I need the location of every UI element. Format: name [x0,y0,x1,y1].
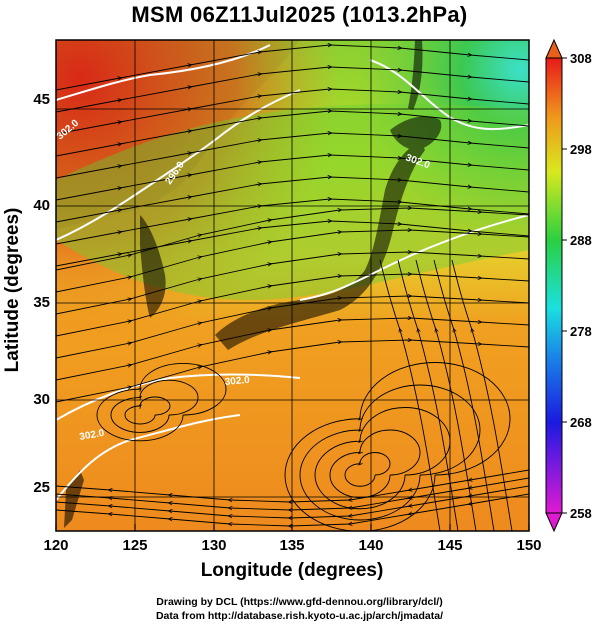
colorbar-scale [545,57,563,514]
map-title: MSM 06Z11Jul2025 (1013.2hPa) [131,2,468,27]
streamline [284,362,511,531]
x-tick-label: 135 [279,537,304,554]
streamline [451,259,513,531]
colorbar-min-arrow [545,512,563,533]
streamline [96,362,227,442]
credit-drawing: Drawing by DCL (https://www.gfd-dennou.o… [156,596,443,608]
streamline [56,340,529,403]
streamline [110,379,199,433]
colorbar-tick-label: 268 [570,415,592,430]
y-axis-label: Latitude (degrees) [2,208,23,373]
y-tick-label: 40 [33,197,50,214]
contour-label: 302.0 [224,375,250,388]
credit-data: Data from http://database.rish.kyoto-u.a… [155,610,444,622]
colorbar-tick-label: 308 [570,51,592,66]
y-tick-label: 25 [33,479,50,496]
x-tick-label: 130 [201,537,226,554]
colorbar-max-arrow [545,38,563,59]
x-tick-label: 125 [122,537,147,554]
x-tick-label: 145 [437,537,462,554]
streamline [124,396,171,425]
streamline [379,259,441,531]
x-axis-label: Longitude (degrees) [201,560,384,581]
x-tick-label: 140 [358,537,383,554]
colorbar-tick-label: 288 [570,233,592,248]
y-tick-label: 35 [33,294,50,311]
colorbar: 308 298 288 278 268 258 [545,38,592,533]
x-tick-labels: 120 125 130 135 140 145 150 [43,537,541,554]
streamline [397,259,459,531]
plot-area: 296.0 302.0 302.0 302.0 302.0 [56,40,529,531]
y-tick-label: 45 [33,91,50,108]
y-tick-label: 30 [33,391,50,408]
colorbar-tick-label: 258 [570,506,592,521]
streamline [415,259,477,531]
colorbar-tick-label: 298 [570,142,592,157]
x-tick-label: 120 [43,537,68,554]
x-tick-marks [55,524,530,531]
y-tick-labels: 25 30 35 40 45 [33,91,50,496]
colorbar-tick-label: 278 [570,324,592,339]
x-tick-label: 150 [516,537,541,554]
contour-label: 302.0 [79,428,106,443]
grid-lines [56,40,529,531]
streamline [433,259,495,531]
